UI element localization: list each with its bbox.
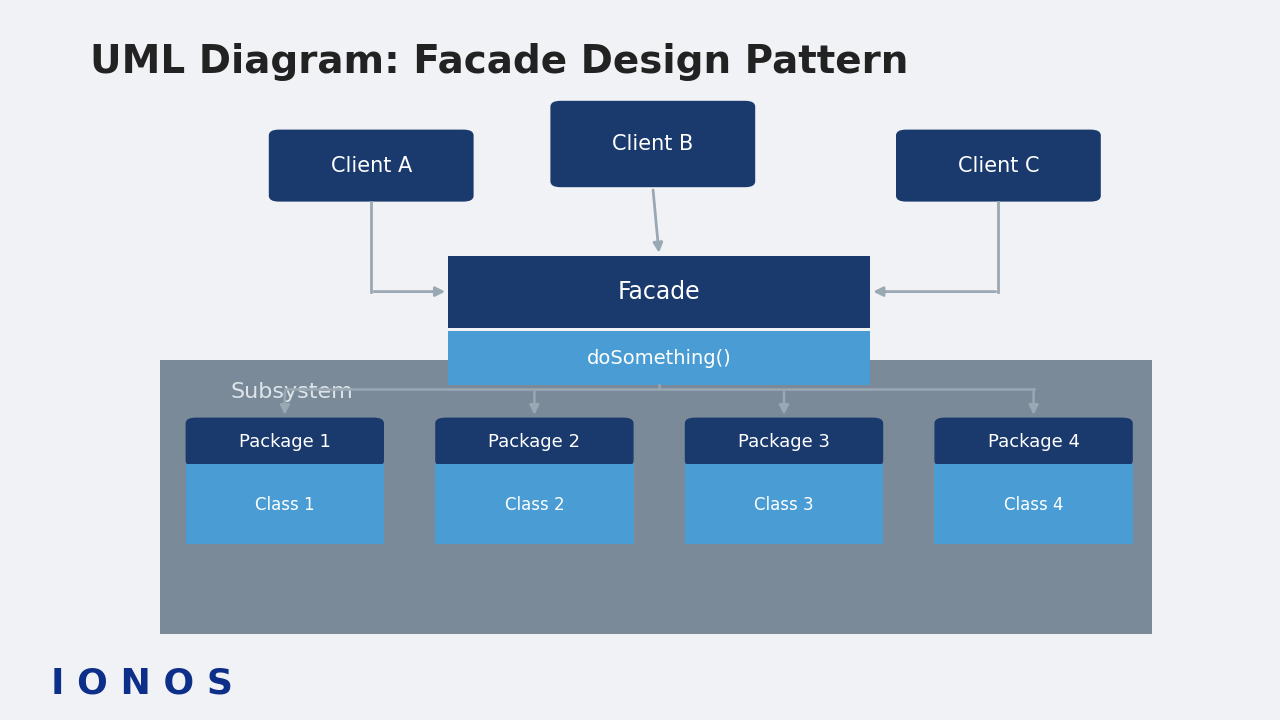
Text: Package 3: Package 3 bbox=[739, 433, 829, 451]
Text: UML Diagram: Facade Design Pattern: UML Diagram: Facade Design Pattern bbox=[90, 43, 908, 81]
Text: Client A: Client A bbox=[330, 156, 412, 176]
FancyBboxPatch shape bbox=[186, 418, 384, 467]
Text: Class 4: Class 4 bbox=[1004, 496, 1064, 514]
Text: Client C: Client C bbox=[957, 156, 1039, 176]
FancyBboxPatch shape bbox=[896, 130, 1101, 202]
Bar bbox=[160, 360, 1152, 634]
Text: I O N O S: I O N O S bbox=[51, 667, 233, 701]
Bar bbox=[448, 256, 870, 328]
Text: Facade: Facade bbox=[618, 279, 700, 304]
FancyBboxPatch shape bbox=[934, 418, 1133, 467]
Text: Subsystem: Subsystem bbox=[230, 382, 353, 402]
FancyBboxPatch shape bbox=[435, 418, 634, 467]
Text: Class 1: Class 1 bbox=[255, 496, 315, 514]
Bar bbox=[435, 464, 634, 544]
Bar bbox=[934, 464, 1133, 544]
FancyBboxPatch shape bbox=[269, 130, 474, 202]
Text: Client B: Client B bbox=[612, 134, 694, 154]
Bar bbox=[186, 464, 384, 544]
Text: Class 3: Class 3 bbox=[754, 496, 814, 514]
FancyBboxPatch shape bbox=[550, 101, 755, 187]
Text: Class 2: Class 2 bbox=[504, 496, 564, 514]
Text: Package 1: Package 1 bbox=[239, 433, 330, 451]
FancyBboxPatch shape bbox=[685, 418, 883, 467]
Text: Package 2: Package 2 bbox=[489, 433, 580, 451]
Text: Package 4: Package 4 bbox=[988, 433, 1079, 451]
Bar bbox=[448, 331, 870, 385]
Text: doSomething(): doSomething() bbox=[586, 348, 732, 368]
Bar bbox=[685, 464, 883, 544]
